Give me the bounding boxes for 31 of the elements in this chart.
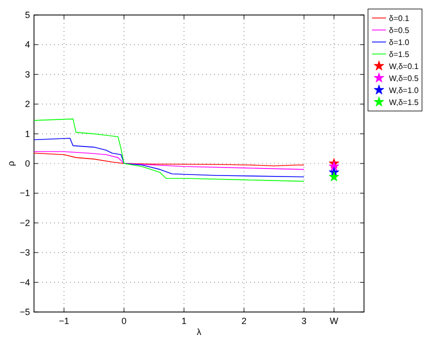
x-tick-label: W [330, 316, 339, 326]
y-tick-label: 2 [24, 99, 30, 110]
y-tick-label: 5 [24, 10, 30, 20]
legend-label: δ=1.5 [389, 50, 410, 59]
y-tick-label: 1 [24, 128, 30, 139]
y-tick-label: −5 [20, 307, 30, 317]
y-tick-label: 4 [24, 40, 30, 50]
y-tick-label: −2 [20, 218, 30, 228]
line-series [34, 151, 304, 170]
x-axis-title: λ [196, 327, 202, 337]
x-tick-label: 0 [121, 316, 127, 326]
x-tick-label: 1 [181, 316, 187, 326]
y-tick-label: −3 [20, 248, 30, 258]
line-series [34, 118, 304, 182]
legend-label: W,δ=1.0 [389, 86, 420, 95]
y-tick-label: 3 [24, 69, 30, 80]
y-axis-title: ρ [6, 160, 16, 166]
legend-label: δ=0.5 [389, 26, 410, 35]
legend-label: W,δ=0.1 [389, 62, 420, 71]
legend-label: δ=1.0 [389, 38, 410, 47]
legend-label: δ=0.1 [389, 14, 410, 23]
y-tick-label: −4 [20, 277, 30, 288]
line-series [34, 138, 304, 178]
x-tick-label: 3 [301, 316, 307, 326]
y-tick-label: 0 [24, 158, 30, 168]
line-series [34, 152, 304, 166]
x-tick-label: 2 [241, 316, 247, 326]
legend-label: W,δ=0.5 [389, 74, 420, 83]
x-tick-label: −1 [58, 316, 70, 326]
y-tick-label: −1 [20, 188, 30, 198]
legend-label: W,δ=1.5 [389, 98, 420, 107]
